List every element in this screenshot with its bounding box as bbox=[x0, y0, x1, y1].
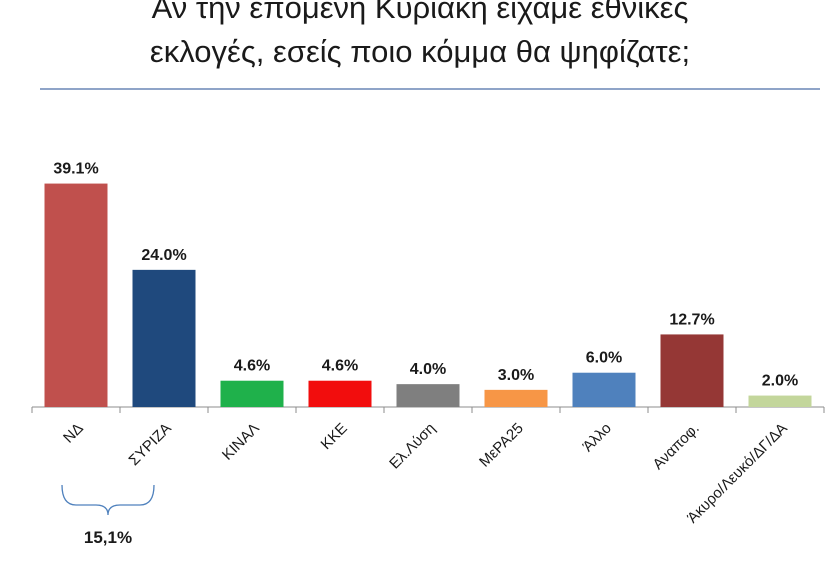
bracket-annotation bbox=[61, 484, 155, 516]
bar-9 bbox=[748, 395, 812, 407]
data-label-5: 4.0% bbox=[410, 361, 446, 378]
category-label-1: ΝΔ bbox=[60, 420, 87, 447]
category-label-4: ΚΚΕ bbox=[318, 420, 351, 453]
data-label-2: 24.0% bbox=[141, 247, 186, 264]
data-label-6: 3.0% bbox=[498, 367, 534, 384]
category-label-6: ΜεΡΑ25 bbox=[476, 420, 527, 471]
bar-3 bbox=[220, 380, 284, 407]
bar-7 bbox=[572, 372, 636, 407]
data-label-8: 12.7% bbox=[669, 311, 714, 328]
bar-6 bbox=[484, 389, 548, 407]
data-label-9: 2.0% bbox=[762, 373, 798, 390]
category-label-3: ΚΙΝΑΛ bbox=[219, 420, 263, 464]
category-label-7: Άλλο bbox=[579, 420, 614, 455]
bar-8 bbox=[660, 334, 724, 407]
bar-4 bbox=[308, 380, 372, 407]
bar-2 bbox=[132, 269, 196, 407]
data-label-4: 4.6% bbox=[322, 358, 358, 375]
category-label-8: Αναποφ. bbox=[650, 420, 703, 473]
data-label-7: 6.0% bbox=[586, 350, 622, 367]
chart-title-line-1: Αν την επόμενη Κυριακή είχαμε εθνικές bbox=[151, 0, 689, 25]
data-label-1: 39.1% bbox=[53, 161, 98, 178]
category-label-9: Άκυρο/Λευκό/ΔΓ/ΔΑ bbox=[684, 420, 791, 527]
chart-title: Αν την επόμενη Κυριακή είχαμε εθνικές εκ… bbox=[0, 0, 840, 74]
data-label-3: 4.6% bbox=[234, 358, 270, 375]
chart-title-line-2: εκλογές, εσείς ποιο κόμμα θα ψηφίζατε; bbox=[149, 34, 691, 69]
bar-5 bbox=[396, 384, 460, 407]
bracket-annotation-label: 15,1% bbox=[84, 528, 132, 547]
title-divider bbox=[40, 88, 820, 90]
category-label-2: ΣΥΡΙΖΑ bbox=[126, 420, 175, 469]
bar-1 bbox=[44, 183, 108, 407]
category-label-5: Ελ.Λύση bbox=[386, 420, 439, 473]
